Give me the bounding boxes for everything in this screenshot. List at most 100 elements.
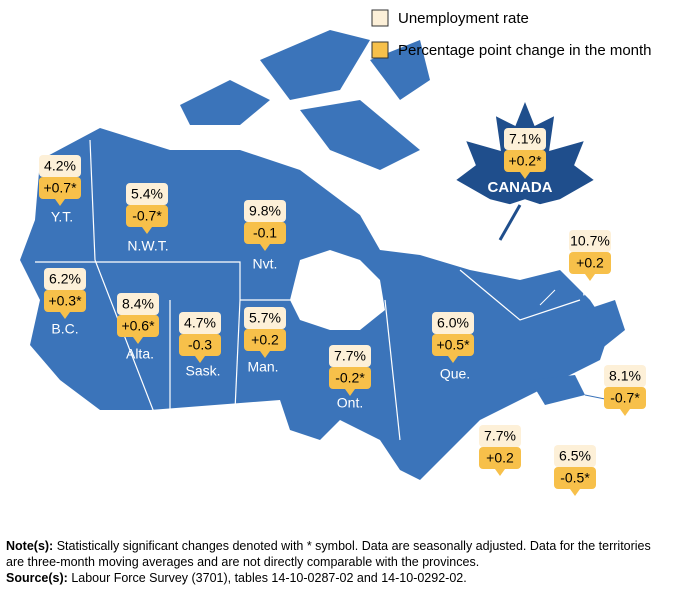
region-label: Que. bbox=[440, 366, 470, 382]
callout-pointer bbox=[448, 356, 458, 363]
island bbox=[585, 300, 625, 350]
rate: 8.4% bbox=[122, 296, 154, 312]
region-label: N.W.T. bbox=[127, 238, 168, 254]
callout-top bbox=[329, 345, 371, 367]
border bbox=[459, 269, 581, 321]
rate: 8.1% bbox=[609, 368, 641, 384]
region-label: Sask. bbox=[185, 363, 220, 379]
rate: 5.7% bbox=[249, 310, 281, 326]
callout-bottom bbox=[39, 177, 81, 199]
borders bbox=[35, 139, 581, 441]
island bbox=[300, 100, 420, 170]
island bbox=[260, 30, 370, 100]
region-label: Nvt. bbox=[253, 256, 278, 272]
callout-top bbox=[554, 445, 596, 467]
source: Source(s): Labour Force Survey (3701), t… bbox=[6, 570, 666, 586]
island bbox=[180, 80, 270, 125]
map: Unemployment rate Percentage point chang… bbox=[20, 9, 652, 496]
callout-bottom bbox=[569, 252, 611, 274]
change: +0.5* bbox=[436, 337, 470, 353]
change: -0.5* bbox=[560, 470, 590, 486]
callout-top bbox=[569, 230, 611, 252]
change: -0.7* bbox=[132, 208, 162, 224]
source-label: Source(s): bbox=[6, 571, 68, 585]
callout-bottom bbox=[244, 329, 286, 351]
callout-bottom bbox=[126, 205, 168, 227]
source-text: Labour Force Survey (3701), tables 14-10… bbox=[71, 571, 467, 585]
callout-bottom bbox=[604, 387, 646, 409]
callout-bottom bbox=[244, 222, 286, 244]
rate: 4.7% bbox=[184, 315, 216, 331]
change: +0.2 bbox=[486, 450, 514, 466]
change: -0.3 bbox=[188, 337, 212, 353]
note-text: Statistically significant changes denote… bbox=[6, 539, 651, 569]
change: +0.2* bbox=[508, 153, 542, 169]
callout-bottom bbox=[44, 290, 86, 312]
country-label: CANADA bbox=[488, 179, 553, 196]
change: -0.7* bbox=[610, 390, 640, 406]
callout-top bbox=[126, 183, 168, 205]
rate: 10.7% bbox=[570, 233, 610, 249]
callout-pointer bbox=[260, 244, 270, 251]
change: -0.1 bbox=[253, 225, 277, 241]
rate: 6.0% bbox=[437, 315, 469, 331]
change: +0.2 bbox=[251, 332, 279, 348]
rate: 7.7% bbox=[334, 348, 366, 364]
callout-pointer bbox=[60, 312, 70, 319]
border bbox=[94, 259, 156, 416]
callout-top bbox=[117, 293, 159, 315]
rate: 6.2% bbox=[49, 271, 81, 287]
callout-pointer bbox=[55, 199, 65, 206]
region-label: Ont. bbox=[337, 395, 363, 411]
callout-top bbox=[604, 365, 646, 387]
leaf-stem bbox=[498, 204, 522, 241]
callout-pointer bbox=[195, 356, 205, 363]
legend-label: Percentage point change in the month bbox=[398, 42, 652, 59]
notes: Note(s): Statistically significant chang… bbox=[6, 538, 666, 586]
callout-bottom bbox=[432, 334, 474, 356]
callout-top bbox=[504, 128, 546, 150]
leader bbox=[539, 289, 556, 306]
callout-top bbox=[244, 307, 286, 329]
region-label: Y.T. bbox=[51, 209, 73, 225]
callout-pointer bbox=[133, 337, 143, 344]
legend-label: Unemployment rate bbox=[398, 10, 529, 27]
callout-top bbox=[179, 312, 221, 334]
callout-bottom bbox=[554, 467, 596, 489]
region-label: N.B. bbox=[486, 479, 513, 495]
callout-bottom bbox=[329, 367, 371, 389]
rate: 9.8% bbox=[249, 203, 281, 219]
callout-pointer bbox=[620, 409, 630, 416]
callout-pointer bbox=[495, 469, 505, 476]
border bbox=[89, 139, 96, 261]
callout-bottom bbox=[504, 150, 546, 172]
callout-bottom bbox=[479, 447, 521, 469]
rate: 6.5% bbox=[559, 448, 591, 464]
legend-swatch bbox=[371, 9, 389, 27]
callout-pointer bbox=[345, 389, 355, 396]
rate: 7.7% bbox=[484, 428, 516, 444]
callout-top bbox=[479, 425, 521, 447]
callout-bottom bbox=[117, 315, 159, 337]
callout-pointer bbox=[585, 274, 595, 281]
region-label: Alta. bbox=[126, 346, 154, 362]
change: +0.6* bbox=[121, 318, 155, 334]
change: +0.3* bbox=[48, 293, 82, 309]
hudson-bay bbox=[290, 250, 385, 330]
callout-bottom bbox=[179, 334, 221, 356]
callout-pointer bbox=[142, 227, 152, 234]
region-label: P.E.I. bbox=[604, 414, 636, 430]
change: +0.7* bbox=[43, 180, 77, 196]
callout-pointer bbox=[520, 172, 530, 179]
callout-top bbox=[432, 312, 474, 334]
rate: 7.1% bbox=[509, 131, 541, 147]
callout-pointer bbox=[570, 489, 580, 496]
note-label: Note(s): bbox=[6, 539, 54, 553]
border bbox=[384, 299, 401, 441]
callout-top bbox=[44, 268, 86, 290]
rate: 4.2% bbox=[44, 158, 76, 174]
change: +0.2 bbox=[576, 255, 604, 271]
border bbox=[35, 261, 241, 300]
legend-swatch bbox=[371, 41, 389, 59]
